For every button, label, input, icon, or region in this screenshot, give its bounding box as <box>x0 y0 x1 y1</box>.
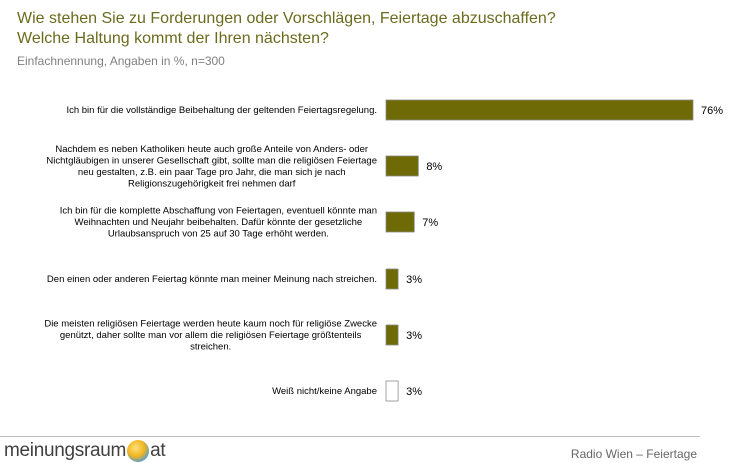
value-label-5: 3% <box>406 330 422 342</box>
logo-text-right: at <box>150 440 166 462</box>
bar-6 <box>385 380 399 402</box>
bar-2 <box>385 155 419 177</box>
category-label-5: Die meisten religiösen Feiertage werden … <box>44 319 377 353</box>
bar-3 <box>385 211 415 233</box>
footer-divider <box>0 436 700 437</box>
value-label-2: 8% <box>426 161 442 173</box>
bar-chart: 76% Ich bin für die vollständige Beibehal… <box>44 99 723 402</box>
value-label-3: 7% <box>422 217 438 229</box>
category-label-1: Ich bin für die vollständige Beibehaltun… <box>66 105 377 116</box>
footer-caption: Radio Wien – Feiertage <box>570 447 697 461</box>
category-label-6: Weiß nicht/keine Angabe <box>272 386 377 397</box>
bar-4 <box>385 268 399 290</box>
chart-title-line-1: Wie stehen Sie zu Forderungen oder Vorsc… <box>17 10 556 27</box>
bar-1 <box>385 99 694 121</box>
logo-text-left: meinungsraum <box>4 440 127 462</box>
category-label-3: Ich bin für die komplette Abschaffung vo… <box>60 206 377 240</box>
value-label-6: 3% <box>406 386 422 398</box>
chart-subtitle: Einfachnennung, Angaben in %, n=300 <box>17 54 225 68</box>
meinungsraum-logo: meinungsraum at <box>4 440 166 462</box>
bar-5 <box>385 324 399 346</box>
globe-icon <box>127 440 150 462</box>
category-label-4: Den einen oder anderen Feiertag könnte m… <box>47 274 377 285</box>
category-label-2: Nachdem es neben Katholiken heute auch g… <box>46 144 377 190</box>
value-label-1: 76% <box>701 105 723 117</box>
value-label-4: 3% <box>406 274 422 286</box>
chart-title-line-2: Welche Haltung kommt der Ihren nächsten? <box>17 30 329 47</box>
